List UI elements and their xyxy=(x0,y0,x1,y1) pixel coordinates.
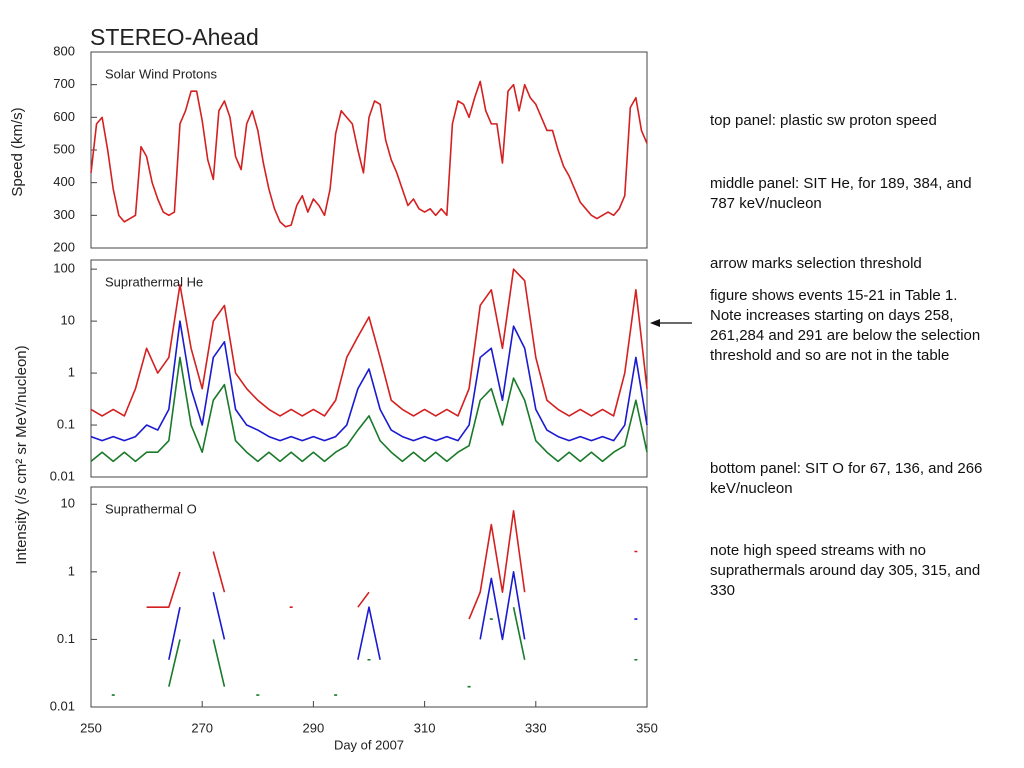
panel-frame xyxy=(90,486,648,708)
note: note high speed streams with no suprathe… xyxy=(710,542,981,599)
panel-label: Solar Wind Protons xyxy=(105,66,217,81)
x-tick-label: 330 xyxy=(525,720,547,735)
panel-label: Suprathermal He xyxy=(105,274,203,289)
y-tick-label: 600 xyxy=(53,109,75,124)
y-tick-label: 800 xyxy=(53,43,75,58)
data-line xyxy=(90,320,648,442)
y-axis-label: Speed (km/s) xyxy=(9,107,26,196)
panel-label: Suprathermal O xyxy=(105,501,197,516)
note: figure shows events 15-21 in Table 1. No… xyxy=(710,287,981,364)
data-line xyxy=(111,607,638,696)
figure-title: STEREO-Ahead xyxy=(90,24,259,50)
data-line xyxy=(90,268,648,417)
data-line xyxy=(146,510,638,620)
data-line xyxy=(90,356,648,463)
y-tick-label: 10 xyxy=(61,496,75,511)
y-tick-label: 500 xyxy=(53,141,75,156)
x-tick-label: 270 xyxy=(191,720,213,735)
y-tick-label: 1 xyxy=(68,365,75,380)
data-line xyxy=(168,571,638,660)
x-axis-label: Day of 2007 xyxy=(334,737,404,752)
x-tick-label: 290 xyxy=(303,720,325,735)
y-tick-label: 10 xyxy=(61,313,75,328)
x-tick-label: 250 xyxy=(80,720,102,735)
y-tick-label: 300 xyxy=(53,207,75,222)
panel-frame xyxy=(90,259,648,478)
note: arrow marks selection threshold xyxy=(710,255,922,272)
y-tick-label: 700 xyxy=(53,76,75,91)
x-tick-label: 310 xyxy=(414,720,436,735)
x-tick-label: 350 xyxy=(636,720,658,735)
note: top panel: plastic sw proton speed xyxy=(710,112,937,129)
y-tick-label: 200 xyxy=(53,239,75,254)
y-tick-label: 1 xyxy=(68,563,75,578)
data-line xyxy=(90,80,648,228)
y-tick-label: 0.1 xyxy=(57,631,75,646)
threshold-arrowhead xyxy=(650,319,660,327)
y-tick-label: 100 xyxy=(53,261,75,276)
y-tick-label: 400 xyxy=(53,174,75,189)
note: middle panel: SIT He, for 189, 384, and … xyxy=(710,175,972,212)
y-tick-label: 0.01 xyxy=(50,698,75,713)
note: bottom panel: SIT O for 67, 136, and 266… xyxy=(710,460,983,497)
y-tick-label: 0.1 xyxy=(57,416,75,431)
y-tick-label: 0.01 xyxy=(50,468,75,483)
y-axis-label: Intensity (/s cm² sr MeV/nucleon) xyxy=(13,345,30,564)
